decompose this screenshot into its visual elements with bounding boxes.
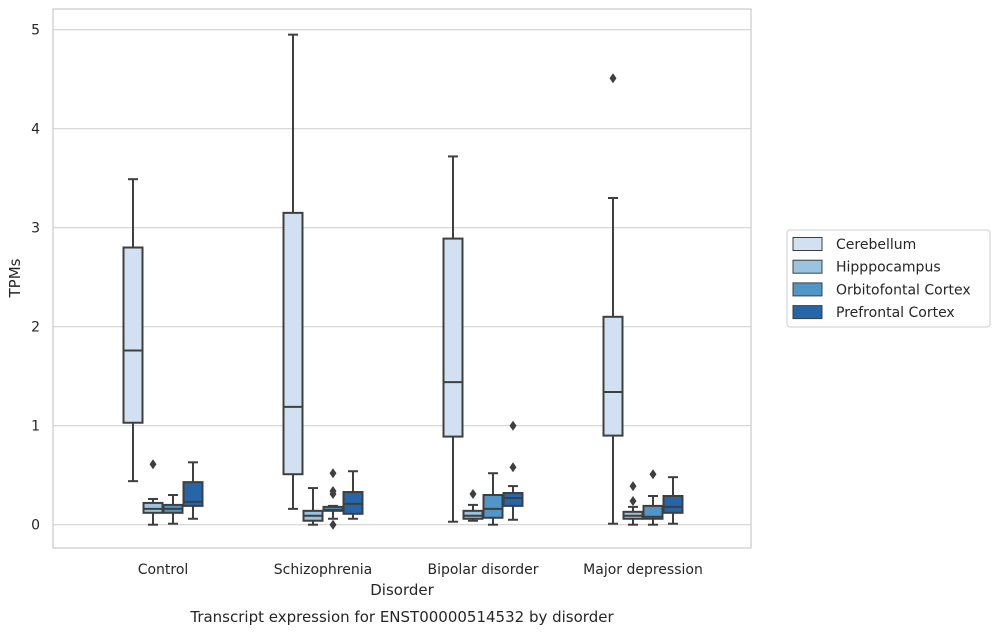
legend-label: Cerebellum <box>836 237 916 253</box>
y-axis-label: TPMs <box>6 258 24 298</box>
y-tick-label: 1 <box>31 419 40 435</box>
x-tick-label: Schizophrenia <box>274 562 372 578</box>
legend-swatch <box>792 305 823 320</box>
box-prefrontal-cortex <box>662 476 684 525</box>
box-orbitofontal-cortex <box>322 468 344 530</box>
outlier-point <box>149 459 157 470</box>
outlier-point <box>329 468 337 479</box>
box-body <box>502 492 524 507</box>
outlier-point <box>509 462 517 473</box>
box-hipppocampus <box>302 487 324 526</box>
legend-swatch <box>792 259 823 274</box>
x-axis-label: Disorder <box>370 581 434 599</box>
legend-label: Prefrontal Cortex <box>836 305 955 321</box>
outlier-point <box>629 481 637 492</box>
box-cerebellum <box>602 73 624 525</box>
y-tick-label: 4 <box>31 122 40 138</box>
grid-lines <box>53 29 751 526</box>
box-prefrontal-cortex <box>182 461 204 520</box>
outlier-point <box>329 519 337 530</box>
box-hipppocampus <box>622 481 644 526</box>
box-body <box>662 494 684 514</box>
outlier-point <box>469 489 477 500</box>
legend-label: Hipppocampus <box>836 260 941 276</box>
x-tick-label: Control <box>138 562 189 578</box>
x-tick-label: Bipolar disorder <box>427 562 538 578</box>
x-tick-label: Major depression <box>583 562 703 578</box>
y-tick-label: 5 <box>31 23 40 39</box>
box-hipppocampus <box>142 459 164 526</box>
y-tick-labels: 0 1 2 3 4 5 <box>31 23 40 534</box>
box-cerebellum <box>282 33 304 510</box>
box-body <box>442 237 464 438</box>
box-body <box>482 494 504 519</box>
outlier-point <box>629 495 637 506</box>
outlier-point <box>649 469 657 480</box>
legend-label: Orbitofontal Cortex <box>836 282 971 298</box>
y-tick-label: 0 <box>31 518 40 534</box>
box-orbitofontal-cortex <box>482 472 504 526</box>
box-orbitofontal-cortex <box>642 469 664 526</box>
legend-frame <box>786 229 991 328</box>
box-body <box>182 481 204 507</box>
legend-swatch <box>792 237 823 251</box>
outlier-point <box>329 489 337 500</box>
legend-swatch <box>792 282 823 297</box>
x-tick-labels: Control Schizophrenia Bipolar disorder Majo… <box>138 562 703 578</box>
plot-frame <box>52 8 752 549</box>
box-cerebellum <box>442 155 464 523</box>
y-tick-label: 2 <box>31 320 40 336</box>
chart-caption: Transcript expression for ENST0000051453… <box>189 608 614 626</box>
box-cerebellum <box>122 178 144 483</box>
box-body <box>282 211 304 476</box>
outlier-point <box>509 420 517 431</box>
y-tick-label: 3 <box>31 221 40 237</box>
box-series <box>122 33 684 530</box>
outlier-point <box>609 73 617 84</box>
box-body <box>122 246 144 424</box>
legend: Cerebellum Hipppocampus Orbitofontal Corte… <box>786 229 991 328</box>
box-hipppocampus <box>462 489 484 522</box>
box-prefrontal-cortex <box>342 470 364 520</box>
box-body <box>602 315 624 437</box>
box-orbitofontal-cortex <box>162 494 184 525</box>
box-prefrontal-cortex <box>502 420 524 521</box>
